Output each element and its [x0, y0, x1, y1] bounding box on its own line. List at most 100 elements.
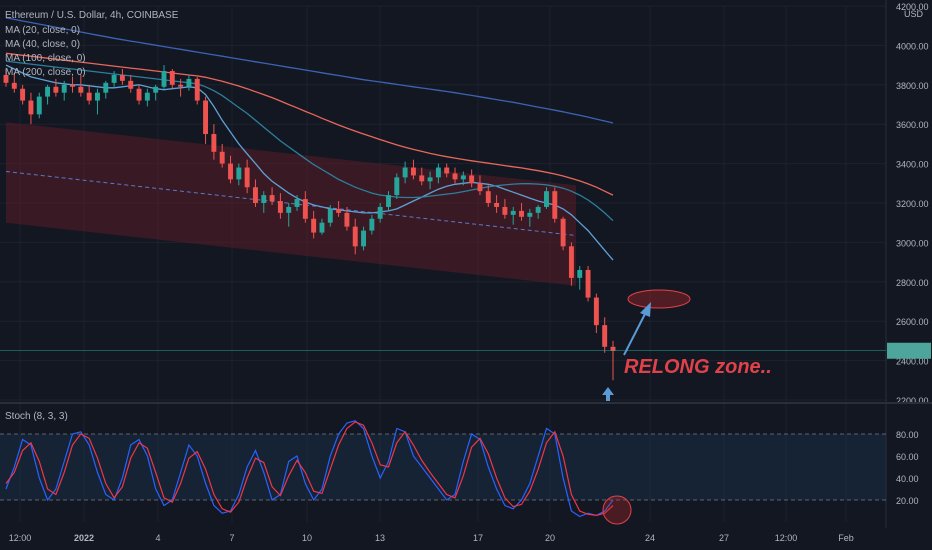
- candle-body: [460, 175, 466, 180]
- stoch-line: [5, 420, 614, 518]
- time-tick-label: 10: [302, 533, 312, 543]
- candle-body: [435, 167, 441, 178]
- time-tick-label: 12:00: [775, 533, 798, 543]
- candle-body: [336, 208, 342, 213]
- candle-body: [319, 222, 325, 233]
- candle-body: [128, 80, 134, 89]
- candle-body: [269, 195, 275, 202]
- candle-body: [186, 78, 192, 87]
- stochastic-oscillator: [0, 420, 886, 518]
- currency-label: USD: [904, 9, 924, 19]
- candle-body: [527, 212, 533, 217]
- candle-body: [20, 88, 26, 101]
- candle-body: [136, 88, 142, 101]
- candle-body: [153, 86, 159, 93]
- ma-200-legend[interactable]: MA (200, close, 0): [5, 67, 86, 78]
- candle-body: [510, 210, 516, 215]
- symbol-title[interactable]: Ethereum / U.S. Dollar, 4h, COINBASE: [5, 10, 179, 21]
- stoch-tick-label: 60.00: [896, 452, 919, 462]
- price-tick-label: 4200.00: [896, 2, 929, 12]
- moving-average-line: [5, 60, 614, 222]
- time-tick-label: 7: [229, 533, 234, 543]
- candle-body: [477, 183, 483, 192]
- price-tick-label: 2600.00: [896, 317, 929, 327]
- time-axis[interactable]: 12:00 2022 4 7 10 13 17 20 24 27 12:00 Feb: [9, 533, 854, 543]
- projection-arrow-head: [640, 302, 651, 317]
- candle-body: [78, 86, 84, 93]
- candle-body: [560, 218, 566, 247]
- candle-body: [519, 210, 524, 217]
- candle-body: [236, 167, 242, 180]
- candle-body: [469, 175, 475, 184]
- price-tick-label: 3600.00: [896, 120, 929, 130]
- ma-40-legend[interactable]: MA (40, close, 0): [5, 39, 81, 50]
- oversold-highlight-circle: [602, 495, 632, 525]
- time-tick-label: 24: [645, 533, 655, 543]
- candle-body: [70, 84, 75, 87]
- candle-body: [194, 78, 200, 101]
- price-tick-label: 3000.00: [896, 238, 929, 248]
- descending-channel: [5, 122, 577, 286]
- stoch-legend[interactable]: Stoch (8, 3, 3): [5, 411, 68, 422]
- candle-body: [45, 86, 51, 97]
- candle-body: [169, 71, 175, 85]
- oscillator-axis[interactable]: 20.00 40.00 60.00 80.00: [896, 430, 919, 506]
- candle-body: [327, 208, 333, 223]
- stoch-tick-label: 40.00: [896, 474, 919, 484]
- candle-body: [252, 187, 258, 203]
- up-arrow-marker: [602, 387, 614, 401]
- candle-body: [228, 163, 233, 180]
- price-tick-label: 3800.00: [896, 81, 929, 91]
- candle-body: [544, 191, 549, 207]
- time-tick-label: 20: [545, 533, 555, 543]
- ma-100-legend[interactable]: MA (100, close, 0): [5, 53, 86, 64]
- candle-body: [294, 199, 300, 207]
- target-zone-ellipse: [627, 289, 691, 309]
- candle-body: [36, 96, 42, 115]
- moving-average-line: [5, 52, 614, 196]
- candle-body: [552, 191, 558, 219]
- candle-body: [502, 206, 508, 215]
- candle-body: [427, 177, 433, 182]
- candle-body: [161, 71, 167, 87]
- ma-20-legend[interactable]: MA (20, close, 0): [5, 25, 81, 36]
- candle-body: [277, 201, 283, 213]
- candle-body: [286, 206, 292, 213]
- candle-body: [53, 86, 59, 93]
- stoch-tick-label: 80.00: [896, 430, 919, 440]
- candle-body: [28, 100, 34, 115]
- price-tick-label: 4000.00: [896, 41, 929, 51]
- candle-body: [485, 191, 491, 203]
- candle-body: [452, 173, 458, 180]
- current-price-marker: [887, 342, 931, 359]
- candle-body: [386, 195, 391, 207]
- candle-body: [119, 74, 125, 81]
- candle-body: [86, 92, 92, 101]
- price-tick-label: 2200.00: [896, 396, 929, 406]
- time-tick-label: Feb: [838, 533, 854, 543]
- candle-body: [219, 151, 225, 164]
- candle-body: [261, 195, 267, 203]
- candle-body: [103, 82, 109, 93]
- candle-body: [419, 175, 425, 182]
- candle-body: [535, 206, 541, 213]
- price-tick-label: 2400.00: [896, 357, 929, 367]
- candle-body: [494, 203, 500, 207]
- price-tick-label: 3200.00: [896, 199, 929, 209]
- oscillator-pane-background: [0, 404, 886, 528]
- time-tick-label: 2022: [74, 533, 94, 543]
- candle-body: [95, 92, 100, 101]
- candle-body: [577, 269, 583, 278]
- stoch-line: [5, 421, 614, 517]
- price-axis[interactable]: 2200.00 2400.00 2600.00 2800.00 3000.00 3200.…: [0, 0, 931, 528]
- price-tick-label: 2800.00: [896, 278, 929, 288]
- candle-body: [361, 230, 367, 247]
- candle-body: [610, 346, 616, 351]
- candle-body: [144, 92, 150, 101]
- annotations: [602, 289, 691, 525]
- candle-body: [61, 84, 67, 93]
- moving-average-line: [5, 17, 614, 124]
- candle-body: [377, 206, 383, 219]
- time-tick-label: 4: [155, 533, 160, 543]
